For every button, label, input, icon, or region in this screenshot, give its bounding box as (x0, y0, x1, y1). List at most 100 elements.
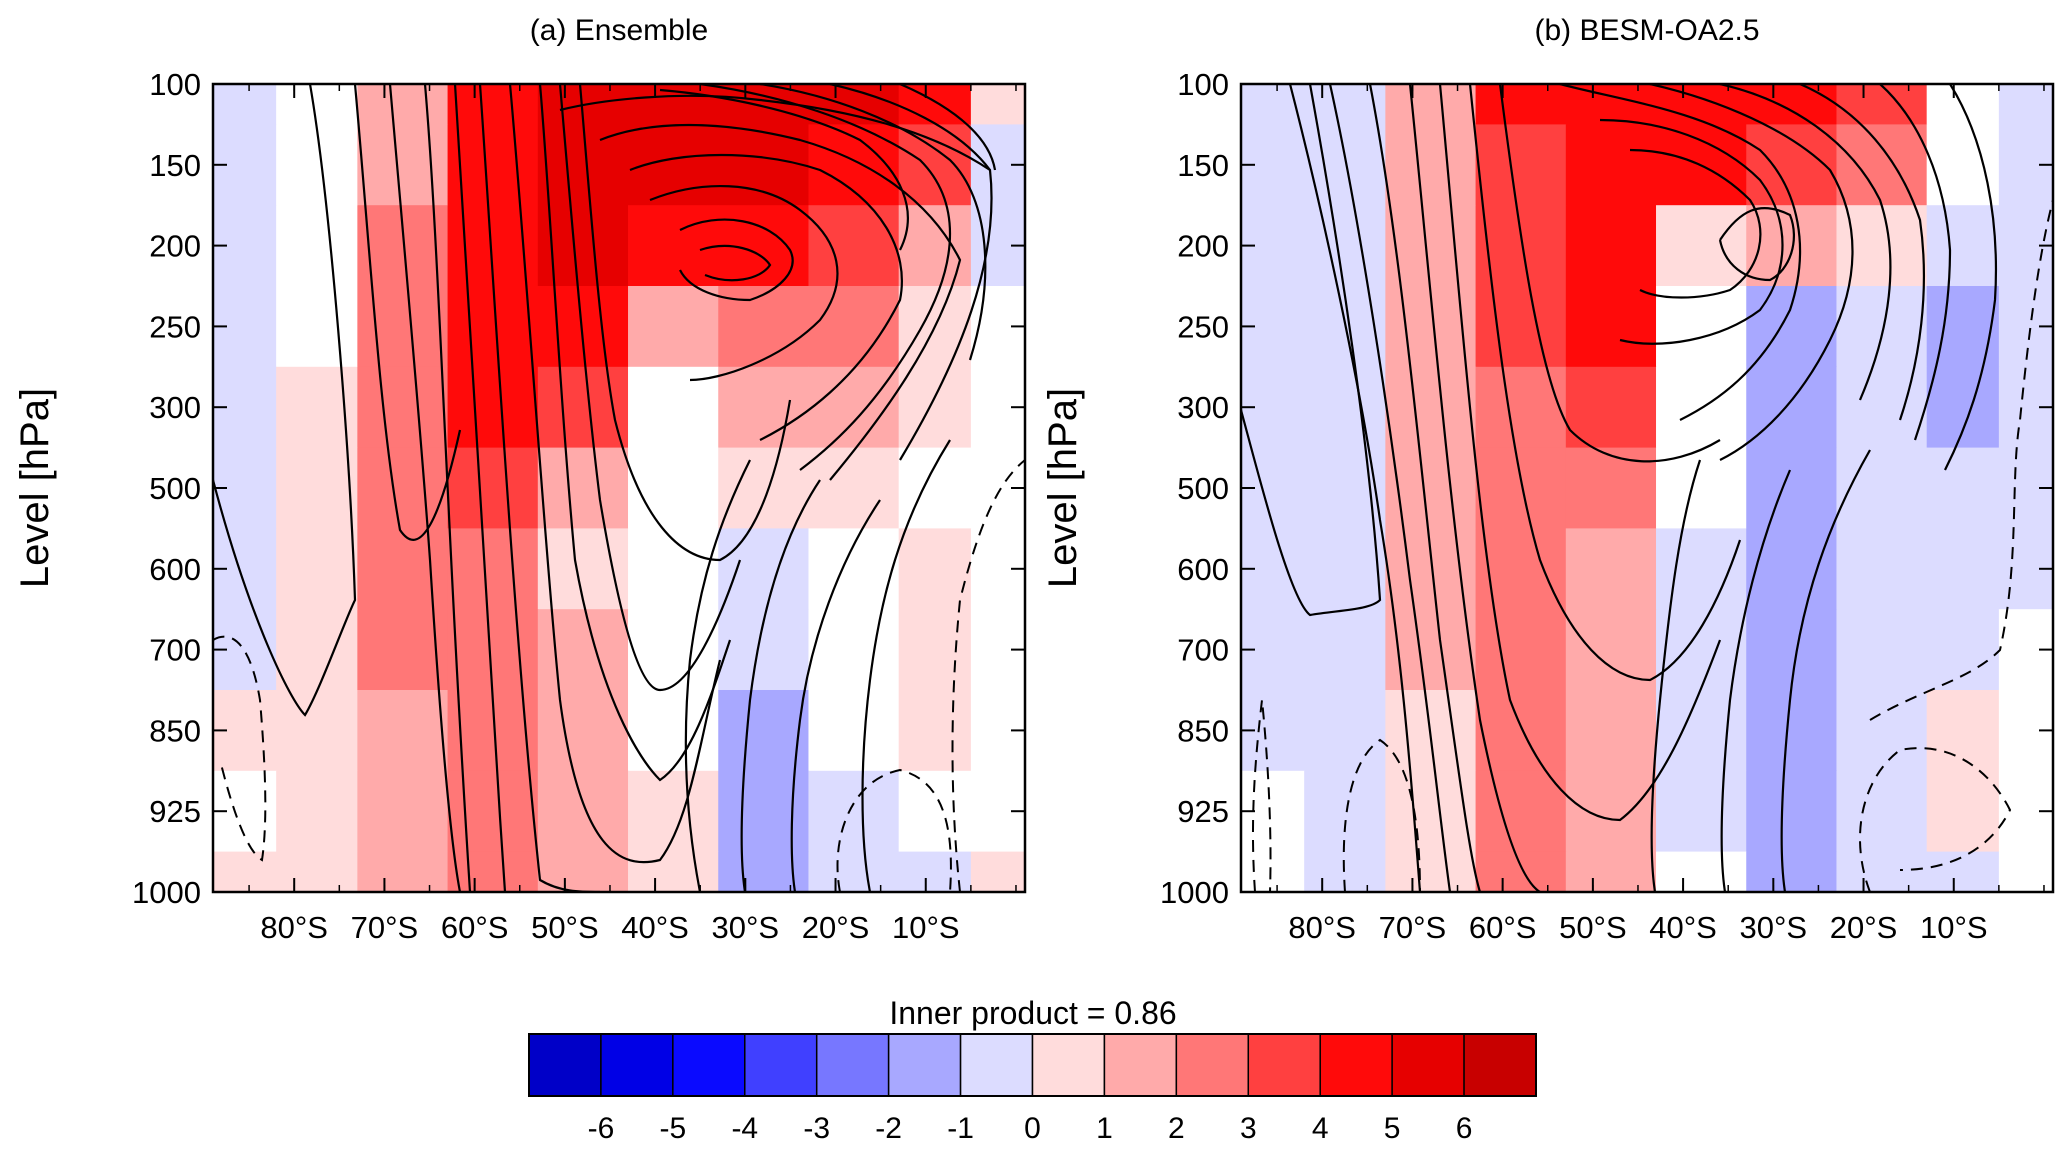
fill-cell (1926, 84, 2000, 125)
fill-cell (1656, 690, 1747, 772)
fill-cell (808, 447, 900, 529)
panel-b-contour-layer (1241, 84, 1998, 892)
fill-cell (1746, 851, 1837, 892)
panel-a-dashed-contour (213, 635, 267, 862)
fill-cell (718, 528, 809, 610)
panel-a-contour-line (478, 84, 601, 892)
fill-cell (1926, 124, 2000, 206)
fill-cell (1304, 205, 1386, 287)
fill-cell (628, 366, 719, 449)
fill-cell (628, 690, 719, 772)
fill-cell (1656, 609, 1747, 691)
panel-b-contour-line (1718, 207, 1795, 282)
x-tick-label: 70°S (1379, 910, 1447, 945)
panel-a-contour-line (388, 84, 462, 892)
fill-cell (1475, 770, 1567, 853)
fill-cell (808, 770, 900, 853)
fill-cell (357, 447, 449, 529)
panel-b-ylabel: Level [hPa] (1041, 388, 1085, 588)
fill-cell (718, 851, 809, 892)
colorbar-swatch (744, 1033, 818, 1097)
x-tick-label: 20°S (802, 910, 870, 945)
fill-cell (1836, 366, 1928, 449)
y-tick-label: 500 (1177, 471, 1229, 506)
panel-b-contour-line (1599, 118, 1784, 345)
y-tick-label: 700 (1177, 633, 1229, 668)
fill-cell (898, 205, 972, 287)
fill-cell (1565, 770, 1657, 853)
fill-cell (1475, 609, 1567, 691)
fill-cell (1746, 447, 1837, 529)
fill-cell (1565, 851, 1657, 892)
fill-cell (1304, 609, 1386, 691)
fill-cell (1475, 286, 1567, 368)
y-tick-label: 700 (149, 633, 201, 668)
panel-b-title: (b) BESM-OA2.5 (1534, 14, 1759, 47)
fill-cell (1385, 770, 1477, 853)
panel-b-contour-line (1241, 84, 1382, 617)
colorbar-tick-label: -1 (947, 1112, 974, 1145)
colorbar: -6 -5 -4 -3 -2 -1 0 1 2 3 4 5 6 (528, 1033, 1537, 1145)
x-tick-label: 10°S (892, 910, 960, 945)
fill-cell (718, 447, 809, 529)
colorbar-swatch (1175, 1033, 1250, 1097)
fill-cell (898, 690, 972, 772)
panel-a-fill-layer (213, 84, 1025, 892)
y-tick-label: 150 (149, 148, 201, 183)
colorbar-tick-label: -2 (875, 1112, 902, 1145)
colorbar-tick-label: 5 (1384, 1112, 1401, 1145)
fill-cell (276, 124, 358, 206)
y-tick-label: 200 (149, 229, 201, 264)
fill-cell (1565, 609, 1657, 691)
fill-cell (898, 851, 972, 892)
fill-cell (808, 366, 900, 449)
fill-cell (1836, 124, 1928, 206)
fill-cell (1926, 205, 2000, 287)
fill-cell (1656, 528, 1747, 610)
fill-cell (718, 124, 809, 206)
fill-cell (898, 528, 972, 610)
fill-cell (447, 770, 539, 853)
panel-b-contour-line (1368, 84, 1482, 892)
fill-cell (447, 84, 539, 125)
colorbar-tick-label: 1 (1096, 1112, 1113, 1145)
y-tick-label: 100 (149, 67, 201, 102)
fill-cell (1475, 447, 1567, 529)
fill-cell (1565, 124, 1657, 206)
x-tick-label: 50°S (531, 910, 599, 945)
fill-cell (1836, 851, 1928, 892)
fill-cell (628, 84, 719, 125)
panel-b-negative-contours (1251, 199, 2053, 892)
fill-cell (447, 851, 539, 892)
fill-cell (537, 447, 629, 529)
panel-a-contour-line (578, 84, 792, 562)
fill-cell (1836, 609, 1928, 691)
fill-cell (628, 205, 719, 287)
y-tick-label: 250 (149, 309, 201, 344)
fill-cell (970, 851, 1025, 892)
colorbar-swatch (1247, 1033, 1321, 1097)
fill-cell (276, 447, 358, 529)
fill-cell (1746, 124, 1837, 206)
y-tick-label: 850 (149, 713, 201, 748)
fill-cell (1836, 84, 1928, 125)
fill-cell (1475, 205, 1567, 287)
y-tick-label: 600 (149, 552, 201, 587)
fill-cell (447, 286, 539, 368)
fill-cell (357, 286, 449, 368)
fill-cell (447, 528, 539, 610)
panel-a-contour-line (899, 84, 997, 171)
fill-cell (1475, 366, 1567, 449)
panel-b-dashed-contour (1342, 738, 1421, 892)
colorbar-swatch (672, 1033, 746, 1097)
fill-cell (1836, 447, 1928, 529)
fill-cell (808, 609, 900, 691)
fill-cell (1304, 528, 1386, 610)
fill-cell (718, 366, 809, 449)
panel-b-contour-line (1288, 84, 1422, 892)
panel-b-y-axis: 100 150 200 250 300 500 600 700 850 925 1000 (1160, 67, 2053, 910)
x-tick-label: 70°S (351, 910, 419, 945)
panel-b-contour-line (1719, 84, 1892, 401)
panel-b-contour-line (1720, 469, 1792, 892)
fill-cell (276, 851, 358, 892)
